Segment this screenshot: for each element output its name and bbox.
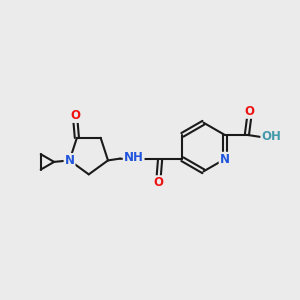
Text: NH: NH [124,151,144,164]
Text: N: N [64,154,74,167]
Text: O: O [244,105,254,118]
Text: O: O [70,109,80,122]
Text: N: N [220,153,230,166]
Text: OH: OH [261,130,281,143]
Text: O: O [154,176,164,189]
